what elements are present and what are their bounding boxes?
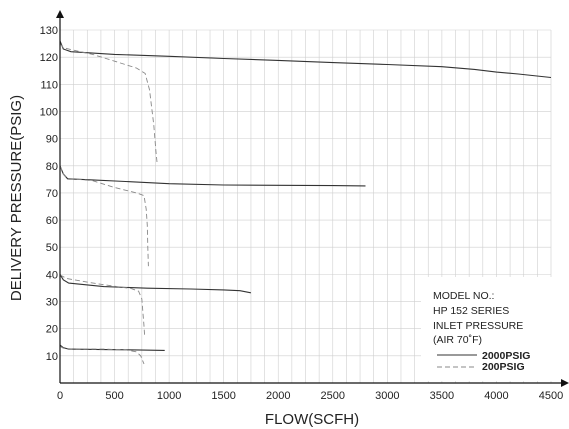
series-line-200psig <box>59 43 158 164</box>
y-axis-title: DELIVERY PRESSURE(PSIG) <box>8 95 25 301</box>
x-axis-title: FLOW(SCFH) <box>265 411 359 428</box>
x-tick-label: 1000 <box>157 390 181 402</box>
y-tick-label: 110 <box>40 79 58 91</box>
y-tick-label: 30 <box>46 297 58 309</box>
y-tick-label: 80 <box>46 161 58 173</box>
x-tick-label: 4000 <box>484 390 508 402</box>
series-line-2000psig <box>59 274 252 294</box>
legend-box <box>421 277 559 381</box>
axes <box>56 10 569 387</box>
legend-title-line-2: HP 152 SERIES <box>433 305 509 317</box>
y-tick-label: 20 <box>46 324 58 336</box>
x-axis-arrow-icon <box>561 379 569 387</box>
series-line-2000psig <box>59 40 552 79</box>
x-tick-labels: 0 500 1000 1500 2000 2500 3000 3500 4000 4500 <box>57 390 563 402</box>
series-line-200psig <box>59 345 145 365</box>
x-tick-label: 1500 <box>211 390 235 402</box>
x-tick-label: 3000 <box>375 390 399 402</box>
y-tick-label: 10 <box>46 351 58 363</box>
y-tick-label: 130 <box>40 25 58 37</box>
series-line-200psig <box>59 165 149 267</box>
legend-label-2000psig: 2000PSIG <box>482 350 530 362</box>
x-tick-label: 0 <box>57 390 63 402</box>
x-tick-label: 3500 <box>430 390 454 402</box>
legend-title-line-3: INLET PRESSURE <box>433 320 523 332</box>
y-tick-label: 100 <box>40 106 58 118</box>
x-tick-label: 2500 <box>321 390 345 402</box>
y-tick-label: 70 <box>46 188 58 200</box>
series-line-2000psig <box>59 165 366 187</box>
series-layer <box>59 40 552 365</box>
legend-label-200psig: 200PSIG <box>482 361 525 373</box>
y-axis-arrow-icon <box>56 10 64 18</box>
y-tick-label: 120 <box>40 52 58 64</box>
legend-title-line-1: MODEL NO.: <box>433 290 494 302</box>
x-tick-label: 4500 <box>539 390 563 402</box>
x-tick-label: 2000 <box>266 390 290 402</box>
y-tick-label: 90 <box>46 134 58 146</box>
y-tick-label: 60 <box>46 215 58 227</box>
legend-title-line-4: (AIR 70˚F) <box>433 334 482 346</box>
series-line-200psig <box>59 274 146 336</box>
y-tick-labels: 10 20 30 40 50 60 70 80 90 100 110 120 130 <box>40 25 58 363</box>
y-tick-label: 50 <box>46 242 58 254</box>
y-tick-label: 40 <box>46 269 58 281</box>
legend: MODEL NO.: HP 152 SERIES INLET PRESSURE … <box>421 277 559 381</box>
x-tick-label: 500 <box>105 390 123 402</box>
